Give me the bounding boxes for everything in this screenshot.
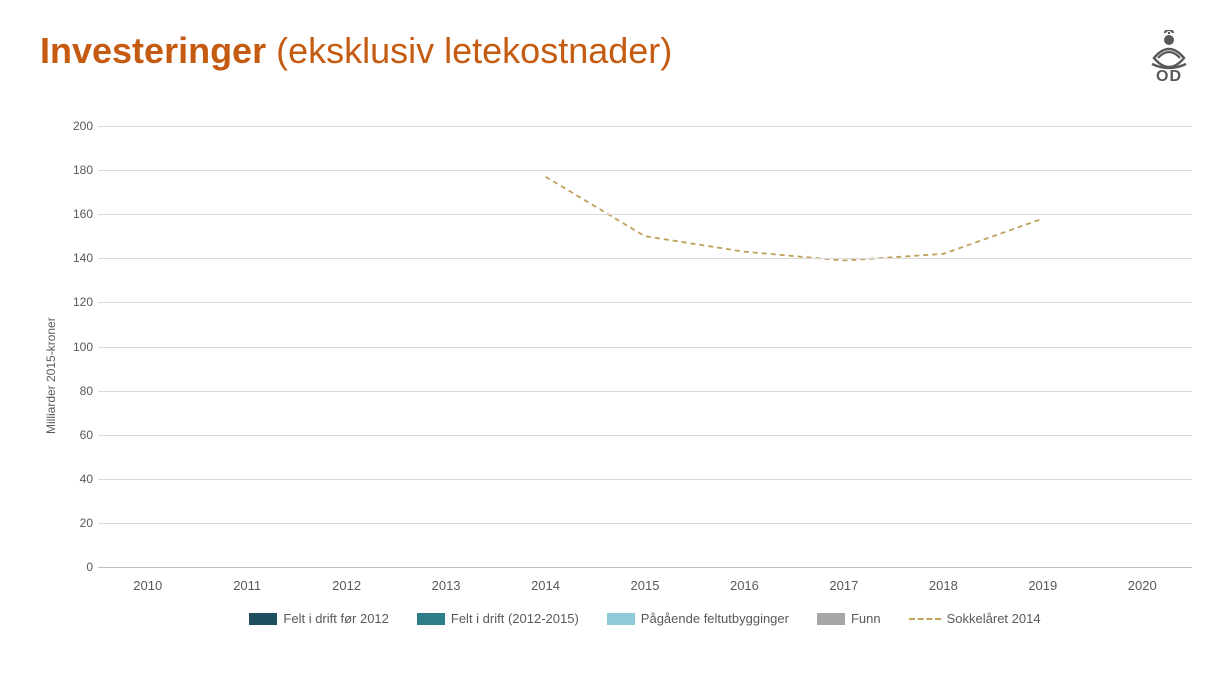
x-tick-label: 2016 xyxy=(714,578,774,593)
x-tick-label: 2010 xyxy=(118,578,178,593)
y-tick-label: 200 xyxy=(58,119,93,133)
x-axis-labels: 2010 2011 2012 2013 2014 2015 2016 2017 2018 2019… xyxy=(98,578,1192,593)
legend-swatch xyxy=(249,613,277,625)
y-axis-label: Milliarder 2015-kroner xyxy=(40,126,58,626)
y-tick-label: 180 xyxy=(58,163,93,177)
plot-area: 020406080100120140160180200 xyxy=(98,126,1192,568)
chart-container: Milliarder 2015-kroner 02040608010012014… xyxy=(40,126,1192,626)
legend-swatch xyxy=(417,613,445,625)
y-tick-label: 20 xyxy=(58,516,93,530)
y-tick-label: 80 xyxy=(58,384,93,398)
legend: Felt i drift før 2012 Felt i drift (2012-… xyxy=(98,611,1192,626)
y-tick-label: 160 xyxy=(58,207,93,221)
legend-label: Felt i drift (2012-2015) xyxy=(451,611,579,626)
logo-text: OD xyxy=(1146,68,1192,86)
y-tick-label: 60 xyxy=(58,428,93,442)
legend-label: Sokkelåret 2014 xyxy=(947,611,1041,626)
bars-row xyxy=(98,126,1192,567)
y-tick-label: 0 xyxy=(58,560,93,574)
legend-label: Pågående feltutbygginger xyxy=(641,611,789,626)
title-rest: (eksklusiv letekostnader) xyxy=(266,30,672,71)
legend-item: Sokkelåret 2014 xyxy=(909,611,1041,626)
y-tick-label: 100 xyxy=(58,340,93,354)
od-logo: OD xyxy=(1146,30,1192,86)
x-tick-label: 2012 xyxy=(317,578,377,593)
x-tick-label: 2017 xyxy=(814,578,874,593)
legend-item: Funn xyxy=(817,611,881,626)
y-tick-label: 140 xyxy=(58,251,93,265)
x-tick-label: 2018 xyxy=(913,578,973,593)
y-tick-label: 40 xyxy=(58,472,93,486)
legend-item: Felt i drift (2012-2015) xyxy=(417,611,579,626)
x-tick-label: 2011 xyxy=(217,578,277,593)
legend-item: Pågående feltutbygginger xyxy=(607,611,789,626)
title-bold: Investeringer xyxy=(40,30,266,71)
y-tick-label: 120 xyxy=(58,295,93,309)
legend-label: Funn xyxy=(851,611,881,626)
x-tick-label: 2020 xyxy=(1112,578,1172,593)
x-tick-label: 2015 xyxy=(615,578,675,593)
legend-swatch xyxy=(817,613,845,625)
x-tick-label: 2014 xyxy=(516,578,576,593)
legend-item: Felt i drift før 2012 xyxy=(249,611,388,626)
x-tick-label: 2019 xyxy=(1013,578,1073,593)
legend-swatch-line xyxy=(909,618,941,620)
x-tick-label: 2013 xyxy=(416,578,476,593)
legend-label: Felt i drift før 2012 xyxy=(283,611,388,626)
legend-swatch xyxy=(607,613,635,625)
page-title: Investeringer (eksklusiv letekostnader) xyxy=(40,30,672,72)
